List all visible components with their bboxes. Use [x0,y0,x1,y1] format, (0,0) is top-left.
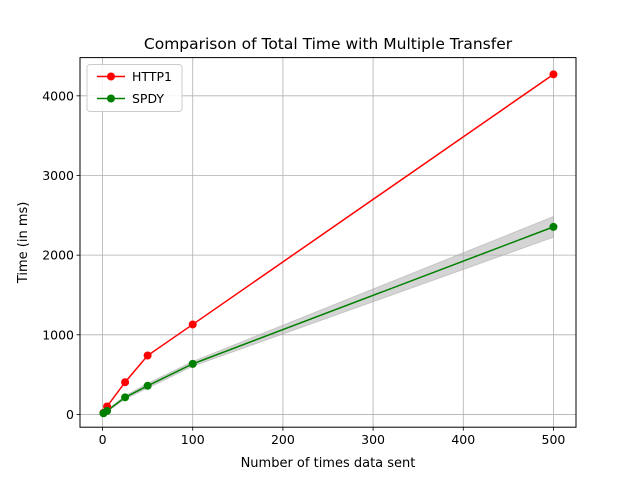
x-tick-label: 100 [181,432,205,447]
spdy-data-point [143,381,152,390]
y-axis-label: Time (in ms) [16,202,31,285]
x-tick-label: 500 [542,432,566,447]
http1-legend-label: HTTP1 [132,69,172,84]
x-tick-label: 400 [451,432,475,447]
spdy-data-point [188,359,197,368]
y-tick-label: 3000 [42,168,74,183]
x-tick-label: 300 [361,432,385,447]
legend: HTTP1 SPDY [86,64,183,112]
y-tick-label: 4000 [42,88,74,103]
plot-frame [79,57,577,428]
http1-data-point [121,378,130,387]
grid-lines [80,57,576,428]
http1-data-point [188,320,197,329]
y-axis-ticks: 0 1000 2000 3000 4000 [42,88,80,422]
http1-legend-marker [107,72,115,81]
spdy-legend-label: SPDY [132,91,164,106]
chart-title: Comparison of Total Time with Multiple T… [144,35,513,53]
x-axis-ticks: 0 100 200 300 400 500 [99,427,566,447]
spdy-data-point [549,222,558,231]
spdy-legend-marker [107,94,115,103]
http1-data-point [143,351,152,360]
http1-data-point [549,70,558,79]
x-axis-label: Number of times data sent [241,456,416,471]
x-tick-label: 0 [99,432,107,447]
data-points [99,70,558,418]
y-tick-label: 1000 [42,327,74,342]
spdy-data-point [121,393,130,402]
spdy-data-point [103,406,112,415]
y-tick-label: 0 [66,407,74,422]
y-tick-label: 2000 [42,248,74,263]
x-tick-label: 200 [271,432,295,447]
